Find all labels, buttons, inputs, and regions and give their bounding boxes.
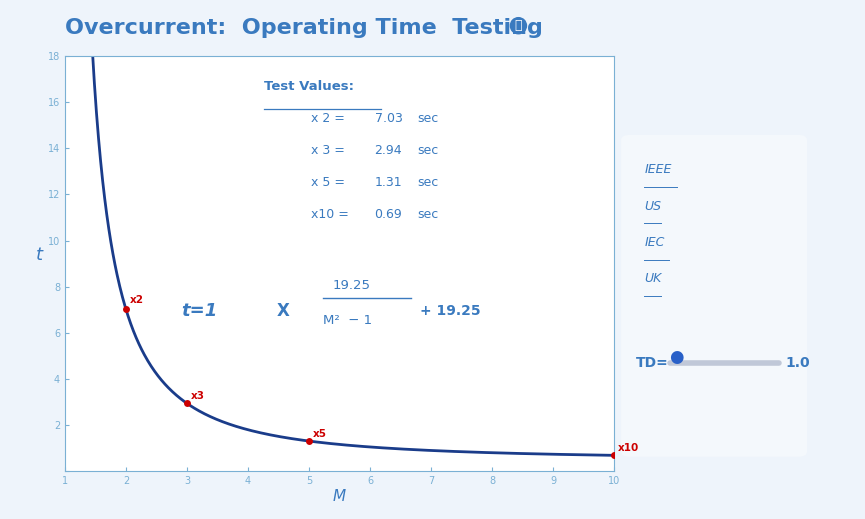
Text: 0.69: 0.69 bbox=[375, 208, 402, 221]
Text: sec: sec bbox=[418, 208, 439, 221]
Text: x2: x2 bbox=[130, 295, 144, 305]
Text: ⓘ: ⓘ bbox=[515, 19, 522, 32]
Text: 1.31: 1.31 bbox=[375, 176, 402, 189]
Text: US: US bbox=[644, 200, 662, 213]
Text: x10: x10 bbox=[618, 443, 639, 453]
Text: x 5 =: x 5 = bbox=[311, 176, 345, 189]
Text: x 3 =: x 3 = bbox=[311, 144, 345, 157]
Text: t=1: t=1 bbox=[182, 303, 218, 320]
Text: sec: sec bbox=[418, 112, 439, 125]
Text: sec: sec bbox=[418, 176, 439, 189]
Text: + 19.25: + 19.25 bbox=[420, 305, 480, 318]
Text: IEEE: IEEE bbox=[644, 163, 672, 176]
Y-axis label: t: t bbox=[35, 245, 42, 264]
Text: x5: x5 bbox=[312, 429, 327, 439]
Text: x10 =: x10 = bbox=[311, 208, 349, 221]
Text: X: X bbox=[277, 303, 290, 320]
Text: ●: ● bbox=[669, 348, 683, 366]
Text: x 2 =: x 2 = bbox=[311, 112, 345, 125]
X-axis label: M: M bbox=[333, 489, 346, 504]
Text: Test Values:: Test Values: bbox=[264, 80, 354, 93]
Text: x3: x3 bbox=[190, 391, 205, 401]
Text: Overcurrent:  Operating Time  Testing: Overcurrent: Operating Time Testing bbox=[65, 18, 542, 38]
Text: sec: sec bbox=[418, 144, 439, 157]
Text: 1.0: 1.0 bbox=[785, 357, 810, 370]
Text: IEC: IEC bbox=[644, 236, 665, 249]
Text: TD=: TD= bbox=[636, 357, 669, 370]
Text: M²  − 1: M² − 1 bbox=[323, 314, 372, 327]
Text: 2.94: 2.94 bbox=[375, 144, 402, 157]
Text: 7.03: 7.03 bbox=[375, 112, 402, 125]
Text: UK: UK bbox=[644, 272, 662, 285]
Text: 19.25: 19.25 bbox=[333, 279, 371, 292]
